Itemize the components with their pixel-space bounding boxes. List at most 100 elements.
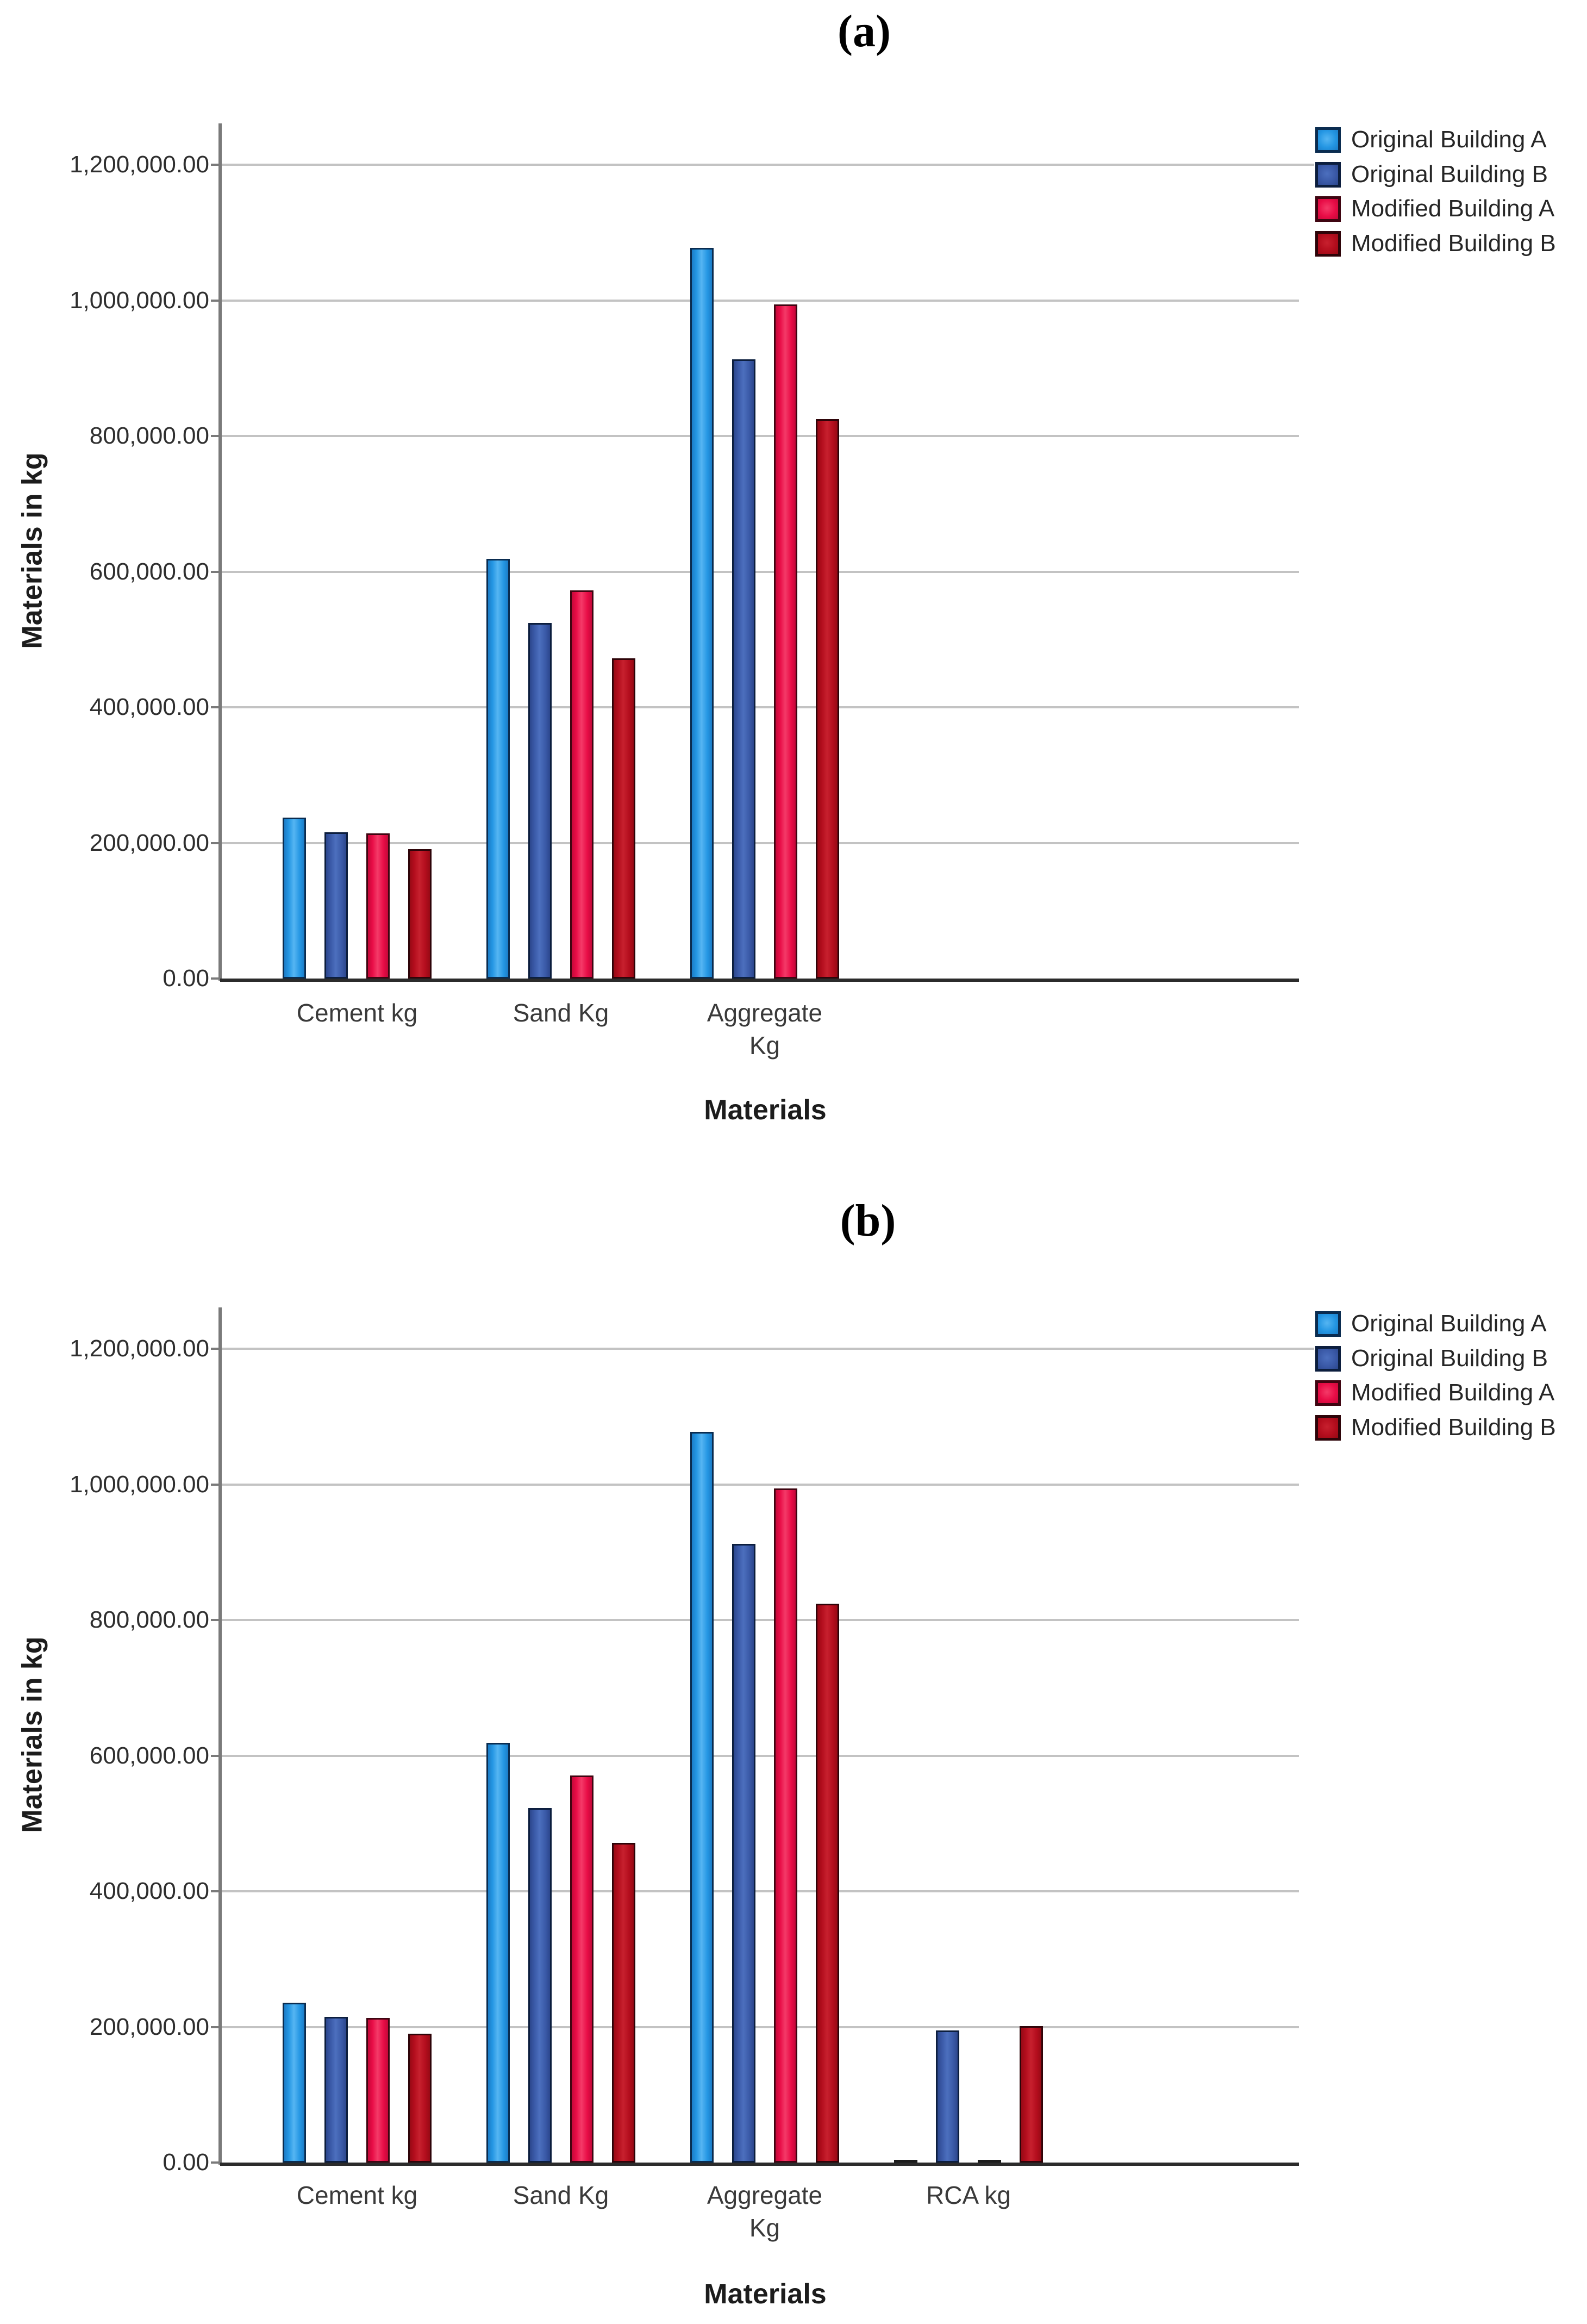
bar-b-s3-c0 bbox=[408, 2034, 432, 2163]
y-axis-title: Materials in kg bbox=[0, 382, 65, 719]
bar-b-s1-c2 bbox=[732, 1544, 755, 2163]
bar-a-s3-c2 bbox=[816, 419, 839, 979]
legend-label-3: Modified Building B bbox=[1351, 229, 1556, 257]
legend-swatch-1 bbox=[1315, 161, 1341, 188]
x-category-label: RCA kg bbox=[926, 2181, 1011, 2209]
x-category-label: Cement kg bbox=[296, 2181, 418, 2209]
zero-bar-b-s2-c3 bbox=[978, 2160, 1001, 2163]
y-tick-label: 600,000.00 bbox=[89, 558, 209, 585]
legend-label-1: Original Building B bbox=[1351, 1344, 1548, 1372]
y-tick-label: 1,200,000.00 bbox=[70, 151, 209, 178]
y-tick-mark bbox=[211, 977, 218, 980]
y-tick-mark bbox=[211, 1483, 218, 1486]
bar-a-s1-c0 bbox=[324, 832, 348, 979]
bar-b-s0-c1 bbox=[486, 1743, 510, 2163]
y-tick-mark bbox=[211, 435, 218, 437]
bar-a-s2-c2 bbox=[774, 304, 797, 979]
legend-label-3: Modified Building B bbox=[1351, 1413, 1556, 1441]
y-tick-label: 200,000.00 bbox=[89, 829, 209, 856]
gridline bbox=[220, 1483, 1299, 1486]
gridline bbox=[220, 299, 1299, 302]
gridline bbox=[220, 842, 1299, 844]
y-tick-mark bbox=[211, 1754, 218, 1757]
y-axis-title-text: Materials in kg bbox=[17, 1636, 49, 1833]
y-tick-mark bbox=[211, 1348, 218, 1350]
y-tick-label: 600,000.00 bbox=[89, 1742, 209, 1769]
bar-b-s3-c3 bbox=[1020, 2026, 1043, 2163]
x-category-label: Sand Kg bbox=[513, 2181, 609, 2209]
y-tick-mark bbox=[211, 164, 218, 166]
y-tick-label: 0.00 bbox=[163, 2149, 209, 2176]
y-tick-mark bbox=[211, 842, 218, 844]
legend-label-0: Original Building A bbox=[1351, 126, 1547, 153]
y-tick-label: 1,000,000.00 bbox=[70, 1471, 209, 1498]
bar-b-s0-c0 bbox=[283, 2003, 306, 2163]
y-tick-label: 800,000.00 bbox=[89, 1606, 209, 1633]
gridline bbox=[220, 570, 1299, 573]
y-axis-title: Materials in kg bbox=[0, 1566, 65, 1903]
y-axis-title-text: Materials in kg bbox=[17, 452, 49, 649]
legend-swatch-0 bbox=[1315, 127, 1341, 153]
gridline bbox=[220, 1754, 1299, 1757]
legend-swatch-3 bbox=[1315, 1415, 1341, 1441]
gridline bbox=[220, 706, 1299, 708]
x-axis-line bbox=[220, 2163, 1299, 2166]
legend-label-1: Original Building B bbox=[1351, 160, 1548, 188]
bar-a-s0-c2 bbox=[690, 248, 714, 979]
x-axis-title: Materials bbox=[704, 2278, 827, 2310]
bar-a-s1-c2 bbox=[732, 359, 755, 979]
bar-b-s0-c2 bbox=[690, 1432, 714, 2163]
y-tick-mark bbox=[211, 706, 218, 708]
x-category-label: Sand Kg bbox=[513, 999, 609, 1027]
x-axis-line bbox=[220, 979, 1299, 982]
legend-label-0: Original Building A bbox=[1351, 1310, 1547, 1337]
gridline bbox=[220, 435, 1299, 437]
y-tick-label: 200,000.00 bbox=[89, 2013, 209, 2040]
y-tick-label: 800,000.00 bbox=[89, 422, 209, 449]
x-category-label: Aggregate Kg bbox=[707, 2181, 823, 2242]
bar-b-s3-c2 bbox=[816, 1604, 839, 2163]
zero-bar-b-s0-c3 bbox=[894, 2160, 917, 2163]
gridline bbox=[220, 164, 1314, 166]
y-tick-label: 1,200,000.00 bbox=[70, 1335, 209, 1362]
y-tick-mark bbox=[211, 1619, 218, 1621]
bar-b-s2-c1 bbox=[570, 1775, 593, 2163]
legend-label-2: Modified Building A bbox=[1351, 195, 1555, 222]
bar-a-s0-c1 bbox=[486, 559, 510, 979]
y-tick-mark bbox=[211, 570, 218, 573]
bar-b-s2-c2 bbox=[774, 1488, 797, 2163]
y-tick-mark bbox=[211, 1890, 218, 1892]
x-axis-title: Materials bbox=[704, 1094, 827, 1126]
legend-swatch-2 bbox=[1315, 196, 1341, 222]
bar-a-s3-c1 bbox=[612, 658, 635, 979]
y-tick-label: 0.00 bbox=[163, 965, 209, 992]
bar-a-s2-c1 bbox=[570, 590, 593, 979]
legend-swatch-1 bbox=[1315, 1345, 1341, 1372]
gridline bbox=[220, 1348, 1314, 1350]
x-category-label: Cement kg bbox=[296, 999, 418, 1027]
legend-swatch-3 bbox=[1315, 230, 1341, 257]
bar-b-s1-c1 bbox=[528, 1808, 552, 2163]
bar-b-s1-c0 bbox=[324, 2017, 348, 2163]
y-tick-label: 1,000,000.00 bbox=[70, 286, 209, 314]
gridline bbox=[220, 1890, 1299, 1892]
bar-b-s2-c0 bbox=[366, 2018, 390, 2163]
bar-a-s3-c0 bbox=[408, 849, 432, 979]
bar-b-s1-c3 bbox=[936, 2030, 959, 2163]
y-tick-label: 400,000.00 bbox=[89, 1878, 209, 1904]
bar-a-s2-c0 bbox=[366, 833, 390, 979]
bar-b-s3-c1 bbox=[612, 1843, 635, 2163]
legend-swatch-0 bbox=[1315, 1311, 1341, 1337]
panel-a-title: (a) bbox=[838, 6, 891, 57]
y-tick-mark bbox=[211, 2161, 218, 2164]
y-axis-line bbox=[218, 1307, 222, 2165]
gridline bbox=[220, 2026, 1299, 2028]
y-tick-label: 400,000.00 bbox=[89, 694, 209, 720]
gridline bbox=[220, 1619, 1299, 1621]
panel-b-title: (b) bbox=[840, 1195, 896, 1246]
y-axis-line bbox=[218, 123, 222, 981]
x-category-label: Aggregate Kg bbox=[707, 999, 823, 1060]
bar-a-s1-c1 bbox=[528, 623, 552, 979]
legend-label-2: Modified Building A bbox=[1351, 1379, 1555, 1406]
